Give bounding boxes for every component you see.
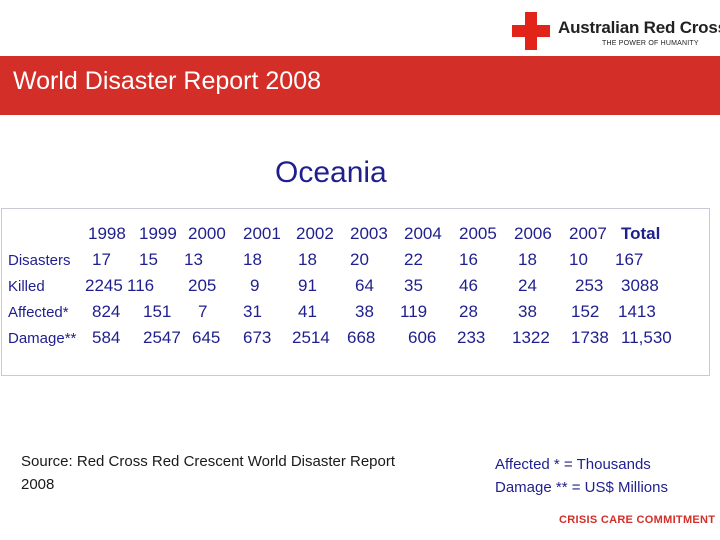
table-cell: 18	[298, 250, 317, 269]
header-year: 2003	[350, 224, 388, 243]
table-cell: 15	[139, 250, 158, 269]
table-cell: 11,530	[621, 328, 672, 347]
source-note: Source: Red Cross Red Crescent World Dis…	[21, 453, 396, 493]
header-year: 2001	[243, 224, 281, 243]
table-cell: 584	[92, 328, 121, 347]
table-cell: 31	[243, 302, 262, 321]
table-cell: 606	[408, 328, 437, 347]
table-cell: 2245	[85, 276, 123, 295]
row-label: Killed	[8, 278, 45, 295]
row-label: Affected*	[8, 304, 69, 321]
logo-tagline: THE POWER OF HUMANITY	[602, 40, 699, 47]
table-cell: 18	[518, 250, 537, 269]
table-cell: 35	[404, 276, 423, 295]
header-year: 2005	[459, 224, 497, 243]
table-cell: 116	[127, 276, 155, 295]
table-cell: 824	[92, 302, 121, 321]
header-year: 2006	[514, 224, 552, 243]
region-title: Oceania	[275, 156, 387, 189]
header-year: 1998	[88, 224, 126, 243]
table-cell: 3088	[621, 276, 659, 295]
table-cell: 9	[250, 276, 260, 295]
row-label: Disasters	[8, 252, 71, 269]
australian-red-cross-logo: Australian Red Cross THE POWER OF HUMANI…	[512, 12, 720, 52]
table-cell: 22	[404, 250, 423, 269]
table-cell: 1322	[512, 328, 550, 347]
legend-damage: Damage ** = US$ Millions	[495, 479, 668, 496]
table-cell: 13	[184, 250, 203, 269]
table-cell: 91	[298, 276, 317, 295]
table-cell: 41	[298, 302, 317, 321]
title-banner: World Disaster Report 2008	[0, 56, 720, 115]
table-cell: 167	[615, 250, 644, 269]
header-total: Total	[621, 224, 661, 243]
table-cell: 7	[198, 302, 208, 321]
table-cell: 668	[347, 328, 376, 347]
table-cell: 253	[575, 276, 604, 295]
table-cell: 1738	[571, 328, 609, 347]
table-cell: 64	[355, 276, 374, 295]
table-cell: 28	[459, 302, 478, 321]
header-year: 2000	[188, 224, 226, 243]
table-cell: 20	[350, 250, 369, 269]
header-year: 1999	[139, 224, 177, 243]
table-cell: 38	[355, 302, 374, 321]
table-cell: 2547	[143, 328, 181, 347]
table-cell: 16	[459, 250, 478, 269]
red-cross-icon	[512, 12, 550, 50]
table-cell: 38	[518, 302, 537, 321]
table-cell: 17	[92, 250, 111, 269]
header-year: 2007	[569, 224, 607, 243]
table-cell: 233	[457, 328, 486, 347]
logo-name: Australian Red Cross	[558, 18, 720, 37]
table-cell: 151	[143, 302, 172, 321]
crisis-care-tagline: CRISIS CARE COMMITMENT	[559, 514, 716, 526]
header-year: 2002	[296, 224, 334, 243]
report-title: World Disaster Report 2008	[13, 67, 322, 95]
legend-affected: Affected * = Thousands	[495, 456, 651, 473]
table-cell: 152	[571, 302, 600, 321]
table-cell: 18	[243, 250, 262, 269]
table-cell: 205	[188, 276, 217, 295]
table-cell: 46	[459, 276, 478, 295]
table-cell: 673	[243, 328, 272, 347]
table-cell: 645	[192, 328, 221, 347]
disaster-data-table	[1, 208, 710, 376]
units-legend: Affected * = Thousands Damage ** = US$ M…	[495, 453, 668, 499]
table-cell: 119	[400, 302, 428, 321]
table-cell: 10	[569, 250, 588, 269]
table-cell: 24	[518, 276, 537, 295]
table-cell: 2514	[292, 328, 330, 347]
row-label: Damage**	[8, 330, 77, 347]
table-cell: 1413	[618, 302, 656, 321]
header-year: 2004	[404, 224, 442, 243]
